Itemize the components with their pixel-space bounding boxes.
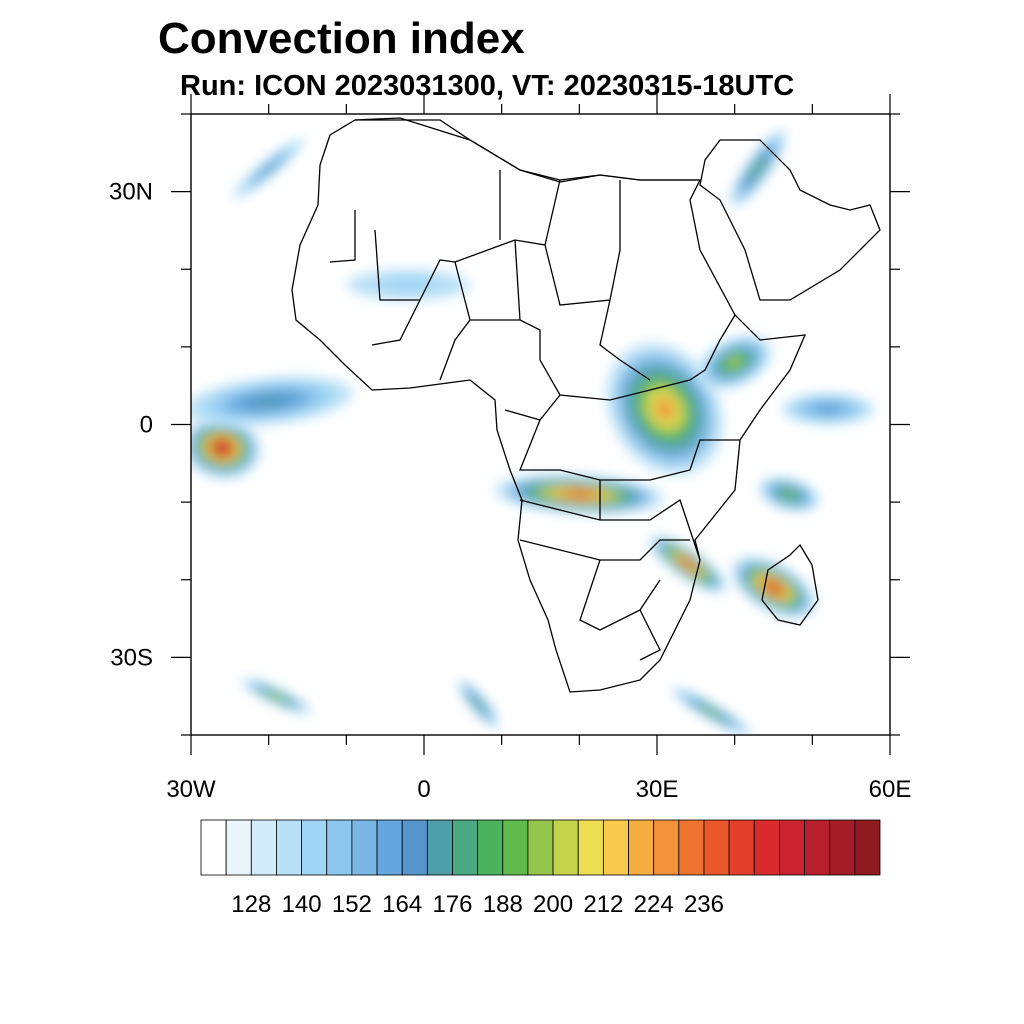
lat-label: 30S — [110, 644, 153, 671]
colorbar-swatch — [678, 819, 705, 876]
africa-coastline — [291, 119, 807, 693]
colorbar-swatch — [829, 819, 856, 876]
country-borders — [291, 117, 881, 693]
colorbar-swatch — [552, 819, 579, 876]
colorbar-swatch — [225, 819, 252, 876]
colorbar-swatch — [653, 819, 680, 876]
field-east-africa-band — [606, 342, 724, 476]
field-atlantic-plume — [191, 376, 354, 427]
lon-label: 0 — [417, 776, 430, 803]
colorbar-label: 200 — [533, 891, 573, 918]
colorbar-label: 176 — [432, 891, 472, 918]
colorbar-swatch — [452, 819, 479, 876]
colorbar-swatch — [753, 819, 780, 876]
border-lines — [329, 170, 740, 661]
field-north-atlantic-streak — [232, 137, 305, 199]
colorbar-swatch — [502, 819, 529, 876]
colorbar-swatch — [301, 819, 328, 876]
colorbar-swatch — [401, 819, 428, 876]
colorbar-label: 224 — [634, 891, 674, 918]
field-west-atlantic-cell — [191, 416, 261, 480]
colorbar: 128 140 152 164 176 188 200 212 224 236 — [200, 819, 881, 918]
lat-label: 0 — [140, 412, 153, 439]
colorbar-swatch — [602, 819, 629, 876]
colorbar-label: 236 — [684, 891, 724, 918]
colorbar-swatch — [326, 819, 353, 876]
convection-fields — [191, 129, 875, 735]
chart-title: Convection index — [158, 14, 525, 63]
colorbar-label: 152 — [332, 891, 372, 918]
colorbar-swatch — [628, 819, 655, 876]
lon-label: 30E — [636, 776, 679, 803]
plot-area — [191, 114, 890, 735]
field-southern-streak-1 — [241, 678, 312, 715]
colorbar-label: 164 — [382, 891, 422, 918]
field-madagascar-cell — [731, 556, 816, 619]
arabia-coastline — [699, 139, 881, 301]
colorbar-label: 128 — [231, 891, 271, 918]
colorbar-swatch — [703, 819, 730, 876]
lon-label: 30W — [166, 776, 216, 803]
colorbar-label: 140 — [282, 891, 322, 918]
field-sahara-patches — [346, 269, 471, 301]
colorbar-swatch — [276, 819, 302, 876]
colorbar-label: 188 — [483, 891, 523, 918]
field-southeast-africa-band — [649, 535, 728, 594]
madagascar-outline — [761, 543, 819, 626]
mediterranean-coast — [354, 117, 700, 183]
colorbar-label: 212 — [583, 891, 623, 918]
field-southern-streak-3 — [457, 679, 500, 729]
field-comoros-cell — [758, 477, 820, 512]
colorbar-swatch — [376, 819, 403, 876]
colorbar-swatch — [527, 819, 554, 876]
colorbar-swatch — [728, 819, 755, 876]
field-red-sea-band — [729, 129, 787, 208]
colorbar-swatch — [779, 819, 805, 876]
field-ethiopia-band — [698, 335, 772, 390]
axis-ticks — [171, 94, 910, 755]
lat-label: 30N — [109, 179, 153, 206]
colorbar-swatch — [577, 819, 604, 876]
colorbar-swatch — [200, 819, 227, 876]
colorbar-swatch — [854, 819, 881, 876]
chart-subtitle: Run: ICON 2023031300, VT: 20230315-18UTC — [180, 70, 795, 102]
axis-labels: 30N 0 30S 30W 0 30E 60E — [109, 179, 911, 803]
colorbar-swatch — [351, 819, 378, 876]
field-southern-streak-2 — [670, 687, 752, 735]
colorbar-swatch — [804, 819, 831, 876]
colorbar-swatch — [477, 819, 504, 876]
colorbar-swatch — [426, 819, 453, 876]
colorbar-swatch — [250, 819, 277, 876]
lon-label: 60E — [869, 776, 912, 803]
field-indian-ocean-patches — [781, 393, 875, 425]
